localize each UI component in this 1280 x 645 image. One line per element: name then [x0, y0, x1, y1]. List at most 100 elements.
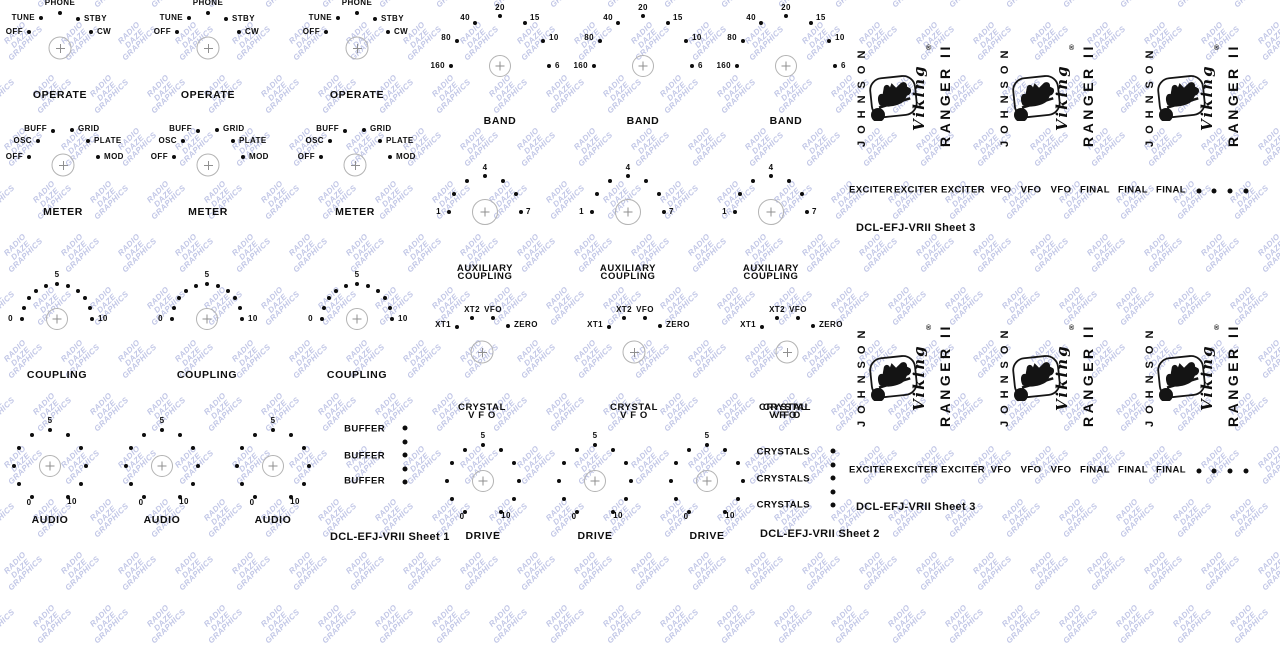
tick-dot	[289, 433, 293, 437]
dial-title: BAND	[484, 116, 517, 126]
tick-dot	[191, 482, 195, 486]
tick-dot	[557, 479, 561, 483]
dial-position-label: BUFF	[169, 125, 192, 133]
tick-dot	[450, 497, 454, 501]
tick-dot	[226, 289, 230, 293]
tick-dot	[142, 433, 146, 437]
tick-dot	[449, 64, 453, 68]
tick-dot	[336, 16, 340, 20]
ranger-ii-vertical-text: RANGER II	[1079, 27, 1097, 163]
tick-dot	[240, 446, 244, 450]
tick-dot	[809, 21, 813, 25]
registered-mark: ®	[926, 325, 931, 332]
ranger-ii-vertical-text: RANGER II	[936, 307, 954, 443]
tick-dot	[240, 482, 244, 486]
crystals-label: CRYSTALS	[757, 500, 810, 511]
dial-scale-label: 1	[579, 208, 584, 216]
tick-dot	[519, 210, 523, 214]
tick-dot	[216, 284, 220, 288]
tick-dot	[83, 296, 87, 300]
tick-dot	[88, 306, 92, 310]
tick-dot	[641, 14, 645, 18]
sheet-number-label: DCL-EFJ-VRII Sheet 3	[856, 501, 976, 513]
mounting-dot	[402, 439, 407, 444]
dial-scale-label: 5	[271, 417, 276, 425]
dial-position-label: OFF	[303, 28, 320, 36]
dial-position-label: PLATE	[239, 137, 267, 145]
knob-registration-circle	[49, 37, 72, 60]
dial-scale-label: 10	[501, 512, 511, 520]
tick-dot	[58, 11, 62, 15]
tick-dot	[751, 179, 755, 183]
registered-mark: ®	[1214, 325, 1219, 332]
panel-label-final: FINAL	[1156, 185, 1186, 196]
tick-dot	[562, 497, 566, 501]
registered-mark: ®	[926, 45, 931, 52]
tick-dot	[690, 64, 694, 68]
dial-position-label: TUNE	[12, 14, 35, 22]
dial-position-label: OSC	[305, 137, 324, 145]
knob-registration-circle	[775, 55, 797, 77]
tick-dot	[473, 21, 477, 25]
tick-dot	[30, 433, 34, 437]
tick-dot	[366, 284, 370, 288]
dial-position-label: 40	[746, 14, 756, 22]
tick-dot	[344, 284, 348, 288]
dial-position-label: XT2	[616, 306, 632, 314]
crystals-label: CRYSTALS	[757, 447, 810, 458]
tick-dot	[322, 306, 326, 310]
dial-title: DRIVE	[577, 531, 612, 541]
panel-label-vfo: VFO	[1051, 185, 1072, 196]
mounting-dot	[831, 476, 836, 481]
knob-registration-circle	[39, 455, 61, 477]
tick-dot	[784, 14, 788, 18]
mounting-dot	[1212, 189, 1217, 194]
dial-position-label: TUNE	[160, 14, 183, 22]
dial-title: COUPLING	[27, 370, 87, 380]
knob-registration-circle	[584, 470, 606, 492]
tick-dot	[787, 179, 791, 183]
dial-position-label: XT1	[435, 321, 451, 329]
tick-dot	[608, 179, 612, 183]
tick-dot	[455, 325, 459, 329]
tick-dot	[643, 316, 647, 320]
dial-scale-label: 5	[355, 271, 360, 279]
dial-scale-label: 5	[160, 417, 165, 425]
mounting-dot	[831, 462, 836, 467]
tick-dot	[593, 443, 597, 447]
tick-dot	[241, 155, 245, 159]
tick-dot	[205, 282, 209, 286]
tick-dot	[172, 155, 176, 159]
tick-dot	[178, 433, 182, 437]
tick-dot	[307, 464, 311, 468]
mounting-dot	[831, 489, 836, 494]
dial-position-label: PLATE	[94, 137, 122, 145]
panel-label-exciter: EXCITER	[894, 465, 938, 476]
buffer-label: BUFFER	[344, 424, 385, 435]
dial-scale-label: 0	[158, 315, 163, 323]
registered-mark: ®	[1069, 325, 1074, 332]
tick-dot	[741, 39, 745, 43]
mounting-dot	[1197, 469, 1202, 474]
tick-dot	[215, 128, 219, 132]
tick-dot	[206, 11, 210, 15]
tick-dot	[626, 174, 630, 178]
dial-position-label: 10	[692, 34, 702, 42]
tick-dot	[324, 30, 328, 34]
tick-dot	[194, 284, 198, 288]
